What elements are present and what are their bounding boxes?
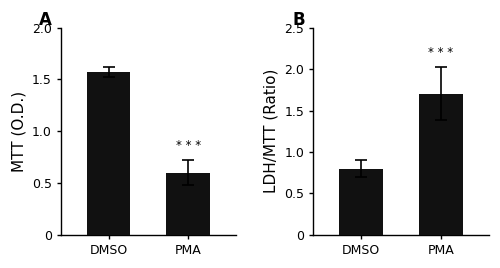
Bar: [340, 169, 383, 235]
Y-axis label: LDH/MTT (Ratio): LDH/MTT (Ratio): [264, 69, 279, 193]
Bar: [166, 173, 210, 235]
Bar: [419, 94, 463, 235]
Y-axis label: MTT (O.D.): MTT (O.D.): [11, 91, 26, 172]
Text: A: A: [39, 11, 52, 29]
Text: * * *: * * *: [428, 46, 454, 59]
Bar: [86, 72, 130, 235]
Text: B: B: [292, 11, 304, 29]
Text: * * *: * * *: [176, 139, 201, 152]
